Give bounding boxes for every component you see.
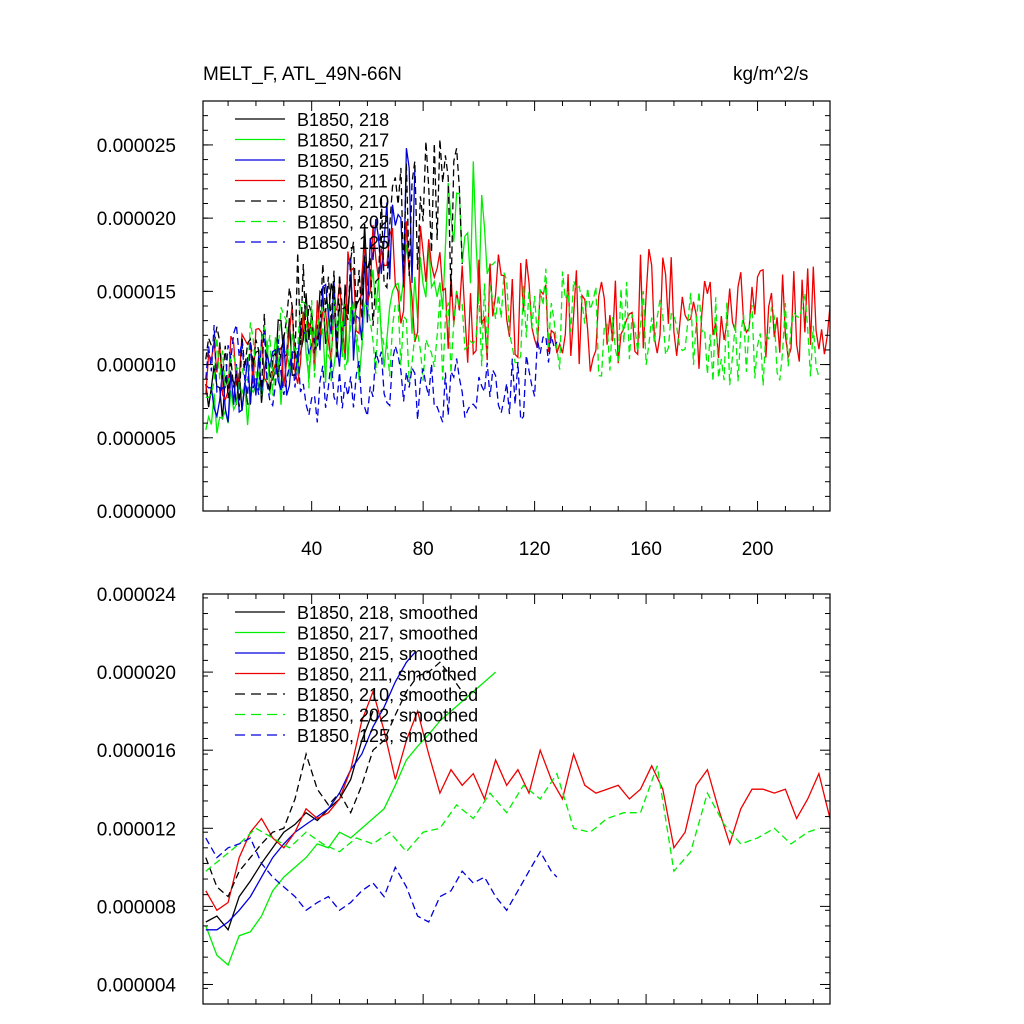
y-tick-label: 0.000016 [97,741,176,762]
y-tick-label: 0.000005 [97,429,176,450]
legend-label: B1850, 210, smoothed [297,685,478,705]
legend-label: B1850, 211 [297,172,388,192]
y-tick-label: 0.000010 [97,356,176,377]
series-line-7 [205,324,558,423]
series-line-4 [205,689,830,912]
legend-label: B1850, 202 [297,213,389,233]
y-tick-label: 0.000024 [97,585,177,606]
plot-frame [202,593,831,1005]
legend-label: B1850, 202, smoothed [297,706,478,726]
x-tick-label: 80 [413,539,434,560]
legend-label: B1850, 215 [297,151,389,171]
series-line-6 [205,268,820,399]
series-line-2 [205,671,497,967]
x-tick-label: 120 [519,539,551,560]
series-line-5 [205,139,463,407]
series-line-5 [205,661,463,898]
panel-1: 40 80 120 160 200 0.000000 0.000005 0.000010 0.0… [97,100,831,560]
chart-title: MELT_F, ATL_49N-66N [203,64,402,85]
legend-label: B1850, 210 [297,192,389,212]
x-tick-label: 40 [301,539,322,560]
legend-label: B1850, 218, smoothed [297,603,478,623]
legend-label: B1850, 217 [297,131,389,151]
x-tick-label: 160 [630,539,662,560]
y-tick-label: 0.000025 [97,136,176,157]
series-line-6 [205,765,820,873]
y-tick-label: 0.000000 [97,502,176,523]
panel-2: 0.000004 0.000008 0.000012 0.000016 0.000020… [97,585,831,1005]
units-label: kg/m^2/s [733,64,809,85]
legend-label: B1850, 211, smoothed [297,665,477,685]
y-tick-label: 0.000012 [97,819,176,840]
legend-label: B1850, 217, smoothed [297,624,478,644]
legend-label: B1850, 215, smoothed [297,644,478,664]
legend-label: B1850, 218 [297,110,389,130]
series-line-7 [205,837,558,923]
y-tick-label: 0.000020 [97,209,176,230]
y-tick-label: 0.000008 [97,897,176,918]
series-line-3 [205,652,416,931]
series-line-2 [205,161,497,434]
x-tick-label: 200 [742,539,774,560]
legend-label: B1850, 125, smoothed [297,726,478,746]
y-tick-label: 0.000015 [97,282,176,303]
legend-label: B1850, 125 [297,233,389,253]
y-tick-label: 0.000004 [97,975,177,996]
y-tick-label: 0.000020 [97,663,176,684]
series-line-1 [205,710,374,932]
